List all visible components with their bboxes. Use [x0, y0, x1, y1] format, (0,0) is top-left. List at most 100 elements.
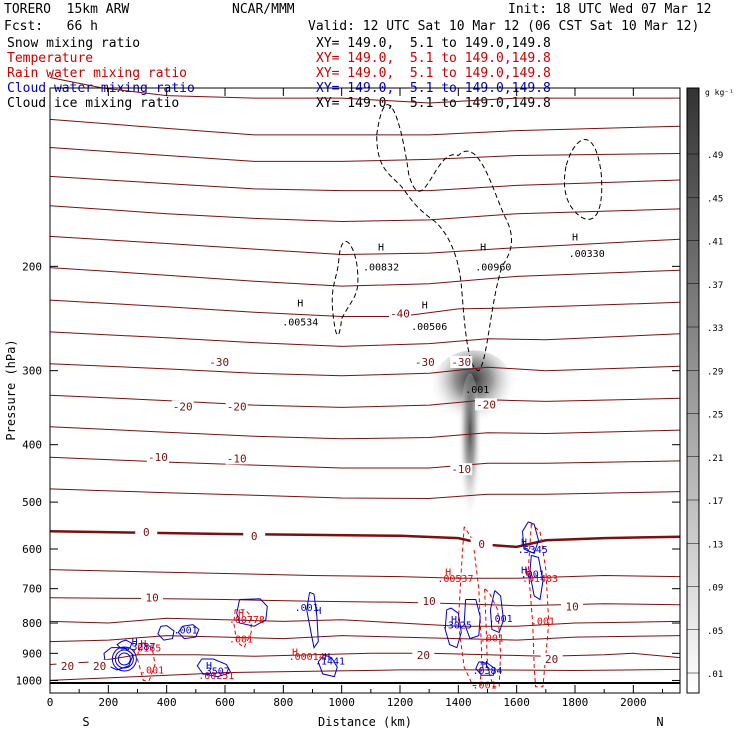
colorbar-label: .33 [707, 324, 723, 334]
value-label: .00960 [475, 262, 511, 273]
value-label: .3507 [200, 666, 230, 677]
temperature-label-bg [225, 452, 248, 465]
field-xy: XY= 149.0, 5.1 to 149.0,149.8 [316, 36, 551, 51]
y-axis-label: Pressure (hPa) [4, 339, 18, 440]
temperature-label: -20 [173, 401, 193, 414]
value-label: H [422, 301, 428, 312]
x-tick-label: 400 [157, 696, 177, 709]
value-label: H [480, 242, 486, 253]
y-tick-label: 1000 [16, 674, 43, 687]
value-label: .0165 [131, 644, 161, 655]
temperature-contour [49, 267, 681, 287]
cloud-ice-contours [331, 104, 603, 372]
temperature-contour [49, 569, 681, 579]
temperature-label: -20 [476, 398, 496, 411]
temperature-label-bg [470, 537, 493, 550]
colorbar-label: .41 [707, 238, 723, 248]
temperature-label: -10 [227, 452, 247, 465]
temperature-label: 20 [545, 653, 558, 666]
rain-contour [136, 642, 156, 681]
temperature-contour [49, 175, 681, 192]
value-label: H [482, 660, 488, 671]
temperature-contour [49, 147, 681, 162]
colorbar-label: .05 [707, 627, 723, 637]
cloud-water-contours [103, 521, 544, 678]
value-label: .00251 [198, 671, 234, 682]
value-label: H [206, 661, 212, 672]
colorbar-unit: g kg⁻¹ [705, 88, 734, 97]
temperature-label: 0 [251, 530, 258, 543]
temperature-contour [49, 205, 681, 223]
value-label: .001 [140, 665, 164, 676]
cloud-water-max-ring [117, 652, 131, 666]
cloud-water-contour [463, 599, 481, 640]
temperature-contour [49, 617, 681, 627]
x-tick-label: 0 [47, 696, 54, 709]
value-label: H [324, 652, 330, 663]
value-label: .00534 [282, 318, 318, 329]
cloud-water-contour [177, 624, 200, 640]
temperature-label: -10 [148, 451, 168, 464]
y-tick-label: 500 [22, 496, 42, 509]
cloud-water-contour [196, 658, 232, 678]
cloud-water-contour [157, 625, 175, 641]
y-tick-label: 800 [22, 617, 42, 630]
value-label: .001 [295, 603, 319, 614]
field-xy: XY= 149.0, 5.1 to 149.0,149.8 [316, 51, 551, 66]
temperature-contour [49, 668, 681, 681]
value-label: H [238, 609, 244, 620]
temperature-contour [49, 635, 681, 643]
cloud-water-contour [317, 654, 338, 678]
temperature-contour [49, 363, 681, 377]
forecast-hour: Fcst: 66 h [4, 19, 98, 34]
value-label: .001 [473, 680, 497, 691]
valid-time: Valid: 12 UTC Sat 10 Mar 12 (06 CST Sat … [308, 19, 700, 34]
temperature-label-bg [561, 600, 584, 613]
x-tick-label: 1200 [387, 696, 414, 709]
colorbar-label: .45 [707, 194, 723, 204]
x-tick-label: 800 [273, 696, 293, 709]
temperature-label-bg [146, 451, 169, 464]
temperature-label-bg [450, 463, 473, 476]
model-title: TORERO 15km ARW [4, 2, 130, 17]
y-tick-label: 300 [22, 365, 42, 378]
x-tick-label: 1800 [562, 696, 589, 709]
temperature-label: 10 [565, 600, 578, 613]
cloud-water-contour [116, 639, 133, 650]
cloud-water-contour [444, 607, 462, 649]
temperature-label: 0 [478, 538, 485, 551]
temperature-contour [49, 77, 680, 104]
colorbar-label: .21 [707, 454, 723, 464]
temperature-label: 20 [417, 649, 430, 662]
colorbar: .49 .45 .41 .37 .33 .29 .25 .21 .17 .13 .09 .05 .01 g… [686, 87, 734, 694]
temperature-contour [49, 652, 681, 665]
temperature-label: -20 [227, 401, 247, 414]
temperature-label: 0 [143, 526, 150, 539]
field-xy: XY= 149.0, 5.1 to 149.0,149.8 [316, 66, 551, 81]
temperature-label-bg [413, 355, 436, 368]
value-label: .00832 [363, 262, 399, 273]
temperature-contour [49, 426, 681, 440]
cloud-water-contour [529, 554, 544, 601]
plot-frame [49, 87, 681, 694]
temperature-label-bg [243, 529, 266, 542]
init-time: Init: 18 UTC Wed 07 Mar 12 [508, 2, 712, 17]
freezing-level-contour [49, 530, 681, 549]
value-label: H [451, 615, 457, 626]
value-label: .1441 [315, 656, 345, 667]
temperature-label-bg [225, 400, 248, 413]
temperature-contour [49, 299, 681, 317]
colorbar-label: .17 [707, 497, 723, 507]
colorbar-label: .49 [707, 151, 723, 161]
south-label: S [82, 715, 89, 729]
value-label: .00506 [411, 322, 447, 333]
cloud-water-contour [306, 591, 319, 649]
temperature-label: 10 [423, 595, 436, 608]
value-label: .00778 [229, 615, 265, 626]
x-tick-label: 1600 [503, 696, 530, 709]
value-label: .0384 [472, 666, 502, 677]
cloud-water-contour [236, 598, 268, 627]
value-label: .00537 [437, 574, 473, 585]
value-label: H [521, 538, 527, 549]
field-name: Rain water mixing ratio [7, 66, 188, 81]
